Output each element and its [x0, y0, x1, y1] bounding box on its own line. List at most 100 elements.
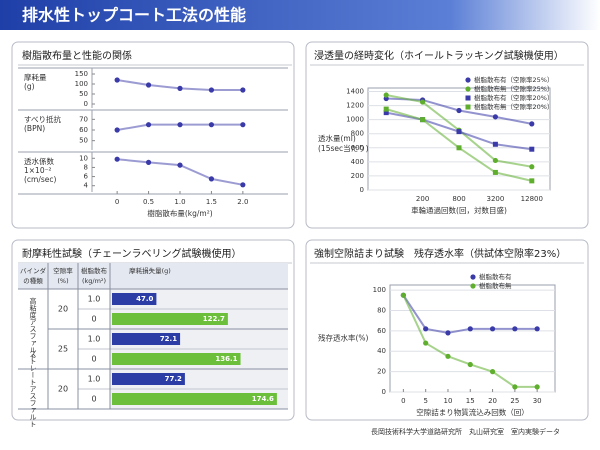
chart-title: 樹脂散布量と性能の関係 [22, 49, 132, 62]
y-tick-label: 8 [84, 163, 88, 171]
y-axis-label: 残存透水率(%) [318, 333, 369, 343]
resin-amount: 0 [91, 315, 96, 324]
marker [208, 122, 215, 128]
y-axis-label: (BPN) [24, 124, 45, 133]
y-tick-label: 0 [360, 186, 364, 194]
void-ratio: 20 [58, 385, 68, 394]
legend-label: 樹脂散布有（空隙率25%） [474, 75, 553, 84]
marker [114, 127, 120, 133]
x-tick-label: 12800 [521, 195, 543, 203]
marker [465, 77, 471, 83]
bar [112, 293, 157, 305]
marker [177, 162, 183, 168]
marker [492, 157, 498, 164]
marker [423, 326, 429, 332]
x-tick-label: 5 [423, 397, 427, 405]
column-header: (kg/m²) [82, 277, 106, 285]
resin-amount: 1.0 [88, 375, 101, 384]
binder-name: 高粘度アスファルト [29, 297, 37, 361]
marker [492, 169, 498, 175]
y-tick-label: 50 [79, 90, 88, 98]
y-tick-label: 1200 [346, 102, 364, 110]
column-header: (%) [57, 277, 68, 285]
marker [114, 77, 120, 83]
marker [534, 326, 540, 332]
marker [465, 86, 471, 92]
void-ratio: 25 [58, 345, 68, 354]
legend-label: 樹脂散布無（空隙率20%） [474, 102, 553, 111]
y-tick-label: 10 [79, 154, 88, 162]
column-header: 摩耗損失量(g) [129, 266, 171, 275]
bar [112, 393, 277, 405]
y-tick-label: 70 [79, 115, 88, 123]
x-tick-label: 800 [452, 195, 465, 203]
marker [529, 164, 535, 170]
marker [465, 104, 471, 110]
marker [145, 122, 152, 128]
resin-amount: 0 [91, 395, 96, 404]
y-axis-label: 摩耗量 [24, 72, 47, 82]
value-label: 72.1 [160, 335, 177, 343]
y-tick-label: 50 [79, 137, 88, 145]
y-tick-label: 400 [351, 158, 364, 166]
marker [240, 182, 246, 188]
resin-amount: 0 [91, 355, 96, 364]
y-tick-label: 1400 [346, 88, 364, 96]
x-tick-label: 0 [115, 198, 119, 206]
legend-label: 樹脂散布有（空隙率20%） [474, 93, 553, 102]
table-header [18, 263, 288, 289]
chart-title: 強制空隙詰まり試験 残存透水率（供試体空隙率23%） [314, 247, 566, 260]
x-tick-label: 0.5 [143, 198, 154, 206]
x-tick-label: 200 [416, 195, 429, 203]
marker [470, 283, 476, 289]
panel [305, 239, 589, 421]
column-header: バインダ [20, 266, 47, 275]
marker [492, 114, 498, 120]
bar [112, 373, 185, 385]
x-axis-label: 空隙詰まり物質流込み回数（回） [416, 407, 529, 417]
marker [489, 326, 496, 332]
marker [114, 156, 120, 162]
marker [177, 122, 183, 128]
bar [112, 313, 228, 325]
marker [492, 141, 498, 147]
marker [383, 110, 389, 116]
x-tick-label: 25 [510, 397, 519, 405]
x-tick-label: 0 [401, 397, 405, 405]
x-tick-label: 1.0 [174, 198, 185, 206]
marker [383, 106, 389, 112]
marker [383, 92, 389, 98]
marker [456, 107, 462, 114]
column-header: の種類 [23, 276, 43, 285]
bar [112, 353, 241, 365]
marker [512, 384, 518, 390]
marker [423, 340, 429, 346]
marker [467, 326, 473, 332]
marker [512, 326, 518, 332]
y-tick-label: 40 [377, 347, 386, 355]
y-tick-label: 60 [377, 327, 386, 335]
y-tick-label: 100 [75, 80, 88, 88]
marker [529, 146, 535, 152]
value-label: 122.7 [203, 315, 225, 323]
marker [445, 353, 451, 359]
marker [470, 274, 476, 280]
y-tick-label: 60 [79, 126, 88, 134]
marker [445, 330, 451, 336]
marker [177, 85, 183, 91]
marker [420, 117, 426, 123]
chart-title: 耐摩耗性試験（チェーンラベリング試験機使用） [22, 247, 242, 260]
column-header: 樹脂散布 [81, 266, 108, 275]
y-axis-label: 1×10⁻² [24, 166, 52, 175]
x-tick-label: 30 [533, 397, 542, 405]
resin-amount: 1.0 [88, 335, 101, 344]
chart-title: 浸透量の経時変化（ホイールトラッキング試験機使用） [314, 49, 564, 62]
marker [145, 82, 152, 88]
header-title: 排水性トップコート工法の性能 [22, 6, 246, 25]
value-label: 136.1 [215, 355, 237, 363]
y-axis-label: (g) [24, 82, 35, 91]
marker [208, 87, 215, 93]
x-tick-label: 2.0 [237, 198, 248, 206]
marker [240, 122, 246, 128]
